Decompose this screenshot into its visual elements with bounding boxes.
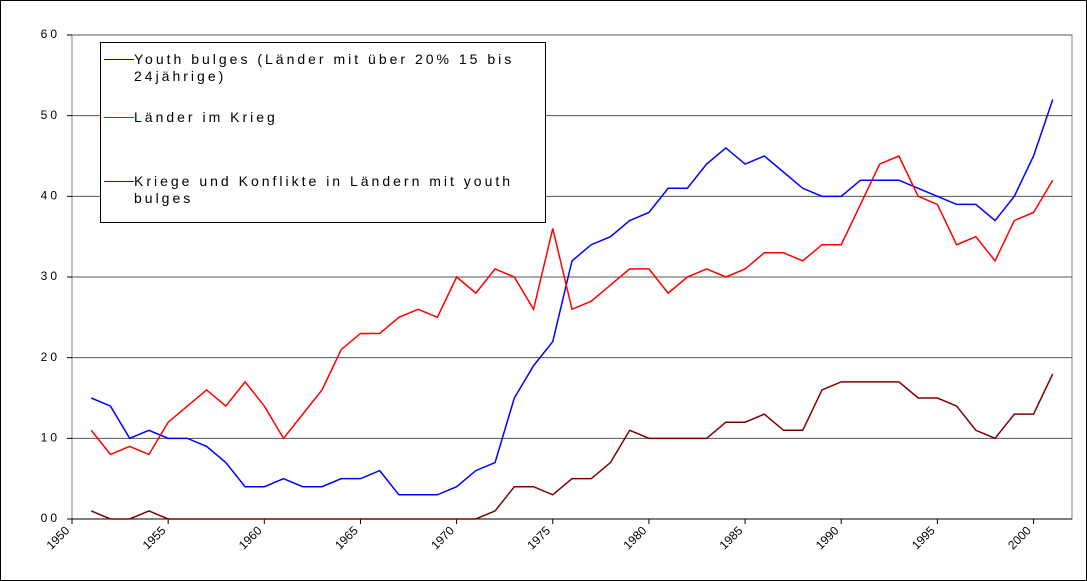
series-line (90, 373, 1054, 520)
y-tick-label: 30 (41, 269, 60, 283)
legend-entry: Länder im Krieg (104, 109, 534, 126)
y-tick-label: 20 (41, 350, 60, 364)
legend-swatch (104, 59, 134, 60)
y-tick-label: 60 (41, 27, 60, 41)
legend-entry: Kriege und Konflikte in Ländern mit yout… (104, 173, 534, 207)
y-tick-label: 00 (41, 511, 60, 525)
y-tick-label: 50 (41, 108, 60, 122)
legend-swatch (104, 181, 134, 182)
y-tick-label: 10 (41, 431, 60, 445)
legend-entry: Youth bulges (Länder mit über 20% 15 bis… (104, 51, 534, 85)
legend-label: Länder im Krieg (134, 109, 278, 125)
legend-swatch (104, 117, 134, 118)
y-tick-label: 40 (41, 189, 60, 203)
series-line (90, 155, 1054, 456)
legend-label: Kriege und Konflikte in Ländern mit yout… (134, 173, 514, 206)
legend-label: Youth bulges (Länder mit über 20% 15 bis… (134, 51, 515, 84)
legend: Youth bulges (Länder mit über 20% 15 bis… (100, 42, 546, 223)
series-line (90, 99, 1054, 496)
